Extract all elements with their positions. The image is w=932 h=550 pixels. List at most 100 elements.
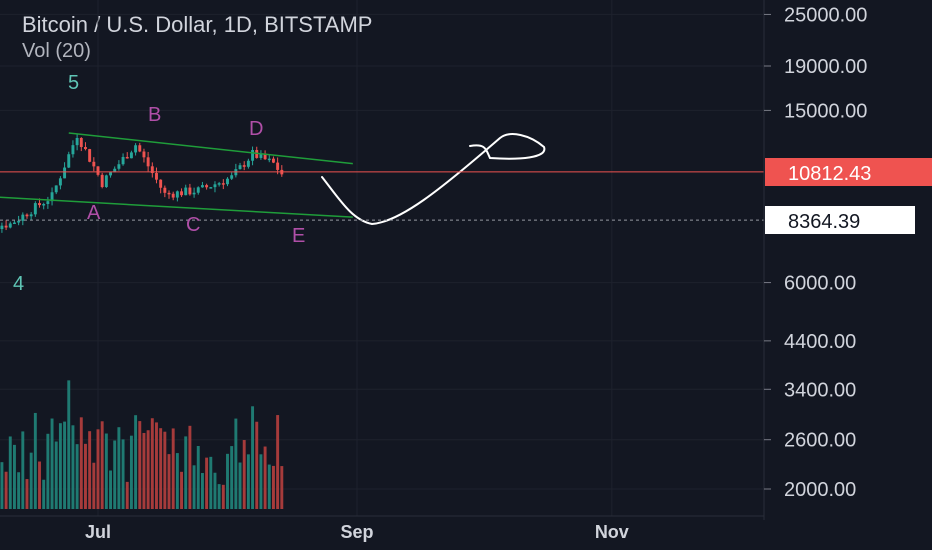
volume-bar bbox=[200, 473, 204, 509]
volume-bar bbox=[259, 454, 263, 509]
candle-body bbox=[17, 220, 21, 223]
volume-bar bbox=[159, 428, 163, 509]
candle-body bbox=[117, 164, 121, 169]
volume-bar bbox=[67, 380, 71, 509]
candle-body bbox=[238, 165, 242, 170]
volume-bar bbox=[58, 423, 62, 509]
volume-bar bbox=[25, 479, 29, 509]
volume-bar bbox=[71, 425, 75, 509]
wave-label-4: 4 bbox=[13, 273, 24, 295]
candle-body bbox=[113, 168, 117, 173]
volume-bar bbox=[12, 444, 16, 509]
candle-body bbox=[246, 160, 250, 167]
candle-body bbox=[38, 203, 41, 206]
candle-body bbox=[79, 137, 83, 148]
grid-lines bbox=[0, 0, 764, 516]
last-price-tag-bg bbox=[765, 158, 932, 186]
volume-bar bbox=[175, 453, 179, 509]
candle-body bbox=[125, 156, 129, 159]
volume-indicator-label[interactable]: Vol (20) bbox=[22, 40, 91, 62]
volume-bar bbox=[8, 436, 12, 509]
candle-body bbox=[96, 166, 100, 175]
candle-body bbox=[217, 183, 221, 185]
time-axis[interactable]: Jul Sep Nov bbox=[85, 522, 629, 542]
volume-bar bbox=[88, 431, 92, 509]
candle-body bbox=[25, 214, 29, 217]
candle-body bbox=[58, 178, 62, 186]
volume-bar bbox=[163, 431, 167, 509]
volume-bar bbox=[33, 412, 37, 509]
candlesticks bbox=[0, 133, 284, 233]
volume-bar bbox=[142, 432, 146, 509]
channel-upper-line bbox=[68, 132, 353, 165]
volume-bar bbox=[192, 465, 196, 509]
volume-bar bbox=[17, 472, 21, 509]
time-tick-label: Sep bbox=[340, 522, 373, 542]
candle-body bbox=[271, 158, 275, 163]
candle-body bbox=[175, 191, 179, 198]
candle-body bbox=[121, 156, 125, 165]
time-tick-label: Nov bbox=[595, 522, 629, 542]
price-tick-label: 15000.00 bbox=[784, 100, 867, 122]
volume-bar bbox=[113, 440, 117, 509]
volume-bar bbox=[84, 443, 87, 509]
candle-body bbox=[134, 145, 138, 153]
candle-body bbox=[226, 178, 229, 185]
volume-bar bbox=[276, 415, 280, 509]
wave-label-b: B bbox=[148, 104, 161, 126]
price-tick-label: 2600.00 bbox=[784, 430, 856, 452]
candle-body bbox=[251, 150, 255, 161]
volume-bar bbox=[221, 484, 225, 509]
wave-label-a: A bbox=[87, 202, 101, 224]
volume-bar bbox=[213, 472, 217, 509]
volume-bar bbox=[146, 430, 150, 509]
volume-bar bbox=[4, 471, 8, 509]
candle-body bbox=[138, 145, 142, 152]
wave-label-c: C bbox=[186, 214, 200, 236]
volume-bar bbox=[46, 433, 50, 509]
candle-body bbox=[0, 225, 4, 230]
volume-bar bbox=[230, 446, 234, 509]
chart-title: Bitcoin / U.S. Dollar, 1D, BITSTAMP bbox=[22, 12, 373, 37]
candle-body bbox=[142, 151, 146, 158]
volume-bar bbox=[188, 425, 192, 509]
channel-lower-line bbox=[0, 196, 353, 218]
volume-bar bbox=[184, 436, 188, 509]
candle-body bbox=[4, 225, 8, 228]
volume-bar bbox=[238, 462, 242, 509]
price-axis[interactable]: 25000.00 19000.00 15000.00 6000.00 4400.00 34… bbox=[764, 4, 867, 501]
last-price-tag-text: 10812.43 bbox=[788, 163, 871, 185]
volume-bar bbox=[100, 421, 104, 509]
volume-bar bbox=[251, 406, 255, 509]
volume-bar bbox=[38, 461, 41, 509]
volume-bars bbox=[0, 380, 284, 509]
volume-bar bbox=[155, 422, 158, 509]
volume-bar bbox=[42, 479, 46, 509]
volume-bar bbox=[171, 428, 175, 509]
volume-bar bbox=[226, 453, 229, 509]
volume-bar bbox=[180, 471, 184, 509]
candle-body bbox=[276, 162, 280, 170]
volume-bar bbox=[217, 484, 221, 509]
candle-body bbox=[184, 187, 188, 196]
candle-body bbox=[213, 184, 217, 188]
candle-body bbox=[54, 185, 58, 193]
wave-label-e: E bbox=[292, 225, 305, 247]
candle-body bbox=[263, 153, 267, 160]
projection-drawing bbox=[321, 133, 546, 226]
candle-body bbox=[205, 185, 209, 188]
candle-body bbox=[146, 157, 150, 167]
volume-bar bbox=[234, 418, 238, 509]
price-tick-label: 2000.00 bbox=[784, 479, 856, 501]
volume-bar bbox=[167, 454, 171, 509]
candle-body bbox=[12, 222, 16, 225]
candle-body bbox=[150, 166, 154, 174]
volume-bar bbox=[29, 452, 33, 509]
volume-bar bbox=[54, 441, 58, 509]
candle-body bbox=[159, 179, 163, 188]
candle-body bbox=[192, 192, 196, 195]
candle-body bbox=[29, 214, 33, 217]
volume-bar bbox=[79, 417, 83, 509]
candle-body bbox=[209, 187, 213, 189]
